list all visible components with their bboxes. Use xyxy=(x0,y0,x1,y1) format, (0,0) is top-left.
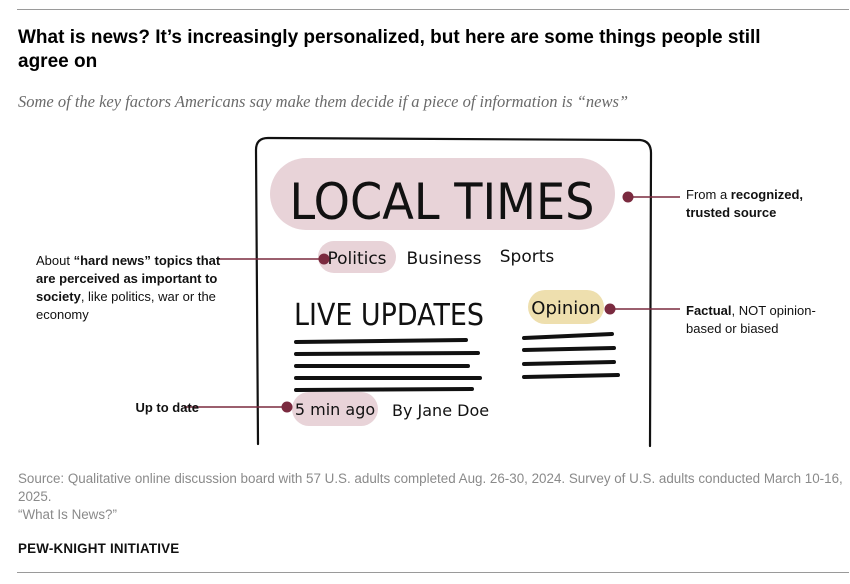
callout-factual: Factual, NOT opinion-based or biased xyxy=(686,302,836,338)
callout-up-to-date: Up to date xyxy=(135,400,199,415)
source-note: Source: Qualitative online discussion bo… xyxy=(18,471,843,504)
bottom-rule xyxy=(17,572,849,573)
opinion-tag: Opinion xyxy=(531,298,600,319)
masthead-text: LOCAL TIMES xyxy=(290,173,595,231)
section-politics: Politics xyxy=(327,249,386,269)
callout-hard-news: About “hard news” topics that are percei… xyxy=(36,252,226,324)
callout-topics-post: , like politics, war or the economy xyxy=(36,289,216,322)
article-lines-left xyxy=(294,338,482,392)
headline-text: LIVE UPDATES xyxy=(294,298,484,333)
callout-topics-pre: About xyxy=(36,253,74,268)
politics-highlight xyxy=(318,241,396,273)
timestamp-text: 5 min ago xyxy=(295,400,375,419)
connectors xyxy=(184,191,680,413)
connector-dot-source xyxy=(622,191,634,203)
opinion-highlight xyxy=(528,290,604,324)
article-lines-right xyxy=(522,332,620,379)
section-sports: Sports xyxy=(500,247,555,267)
masthead-highlight xyxy=(270,158,615,230)
connector-dot-factual xyxy=(604,303,616,315)
top-rule xyxy=(17,9,849,10)
newspaper-outline xyxy=(254,136,653,448)
chart-subtitle: Some of the key factors Americans say ma… xyxy=(18,92,629,111)
organization-name: PEW-KNIGHT INITIATIVE xyxy=(18,541,180,556)
section-business: Business xyxy=(407,249,482,269)
chart-title: What is news? It’s increasingly personal… xyxy=(18,27,761,72)
callout-topics-bold: “hard news” topics that are perceived as… xyxy=(36,253,221,304)
report-title: “What Is News?” xyxy=(18,507,117,522)
connector-dot-uptodate xyxy=(281,401,293,413)
byline-text: By Jane Doe xyxy=(392,401,489,420)
callout-factual-post: , NOT opinion-based or biased xyxy=(686,303,816,336)
callout-source-pre: From a xyxy=(686,187,731,202)
callout-source-bold: recognized, trusted source xyxy=(686,187,804,220)
callout-trusted-source: From a recognized, trusted source xyxy=(686,186,846,222)
callout-factual-bold: Factual xyxy=(686,303,732,318)
timestamp-highlight xyxy=(292,392,378,426)
connector-dot-topics xyxy=(318,253,330,265)
